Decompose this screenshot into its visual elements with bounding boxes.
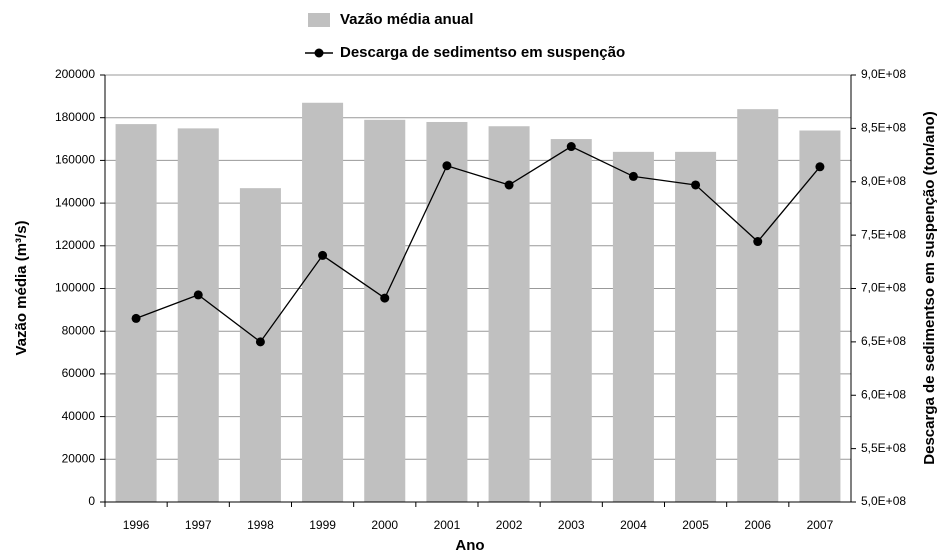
y2-tick-label: 8,0E+08 [861, 174, 906, 188]
y2-tick-label: 5,5E+08 [861, 441, 906, 455]
x-tick-label: 1996 [123, 518, 150, 532]
point [691, 180, 701, 190]
y-tick-label: 200000 [55, 67, 95, 81]
point [753, 237, 763, 247]
x-tick-label: 2003 [558, 518, 585, 532]
y2-tick-label: 6,0E+08 [861, 387, 906, 401]
x-tick-label: 1998 [247, 518, 274, 532]
line [135, 145, 821, 343]
y-tick-label: 0 [88, 494, 95, 508]
y2-tick-label: 7,5E+08 [861, 227, 906, 241]
point [380, 293, 390, 303]
bar [426, 121, 468, 502]
x-tick-label: 1999 [309, 518, 336, 532]
point [504, 180, 514, 190]
y2-tick-label: 5,0E+08 [861, 494, 906, 508]
bar [612, 151, 654, 503]
y-tick-label: 40000 [62, 409, 96, 423]
x-tick-label: 2006 [744, 518, 771, 532]
bar [364, 119, 406, 503]
x-tick-label: 2005 [682, 518, 709, 532]
x-axis-label: Ano [455, 537, 484, 554]
x-tick-label: 2001 [434, 518, 461, 532]
y2-tick-label: 7,0E+08 [861, 281, 906, 295]
x-tick-label: 1997 [185, 518, 212, 532]
x-tick-label: 2004 [620, 518, 647, 532]
bar [675, 151, 717, 503]
point [193, 290, 203, 300]
point [566, 142, 576, 152]
legend-label: Descarga de sedimentso em suspenção [340, 44, 625, 61]
y-tick-label: 140000 [55, 195, 95, 209]
bar [302, 102, 344, 502]
y2-tick-label: 9,0E+08 [861, 67, 906, 81]
y-tick-label: 100000 [55, 281, 95, 295]
point [815, 162, 825, 172]
y-tick-label: 120000 [55, 238, 95, 252]
y-tick-label: 80000 [62, 323, 96, 337]
point [628, 171, 638, 181]
point [442, 161, 452, 171]
legend-label: Vazão média anual [340, 11, 473, 28]
y2-tick-label: 6,5E+08 [861, 334, 906, 348]
x-tick-label: 2007 [807, 518, 834, 532]
bar [177, 128, 219, 502]
bar [550, 139, 592, 503]
x-tick-label: 2002 [496, 518, 523, 532]
point [318, 250, 328, 260]
y-axis-label: Vazão média (m³/s) [13, 220, 30, 355]
point [131, 313, 141, 323]
y-tick-label: 60000 [62, 366, 96, 380]
x-tick-label: 2000 [371, 518, 398, 532]
y2-tick-label: 8,5E+08 [861, 121, 906, 135]
point [255, 337, 265, 347]
legend-swatch [308, 13, 330, 27]
legend-swatch [314, 48, 324, 58]
bar [737, 109, 779, 502]
y-tick-label: 20000 [62, 451, 96, 465]
y-tick-label: 160000 [55, 153, 95, 167]
bar [799, 130, 841, 502]
y-tick-label: 180000 [55, 110, 95, 124]
y2-axis-label: Descarga de sedimentso em suspenção (ton… [921, 111, 938, 464]
